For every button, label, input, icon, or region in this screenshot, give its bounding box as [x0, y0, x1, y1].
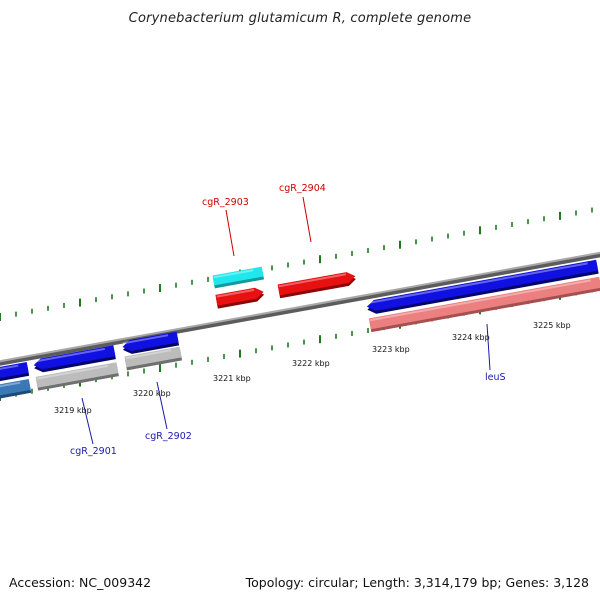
- gene-leuS-blue[interactable]: [366, 259, 599, 315]
- scale-labels: 3219 kbp 3220 kbp 3221 kbp 3222 kbp 3223…: [54, 321, 571, 415]
- scale-label-3220: 3220 kbp: [133, 389, 171, 398]
- scale-label-3219: 3219 kbp: [54, 406, 92, 415]
- gene-edge-steel[interactable]: [0, 379, 32, 400]
- gene-cgR_2901-blue[interactable]: [33, 345, 116, 373]
- gene-leuS[interactable]: [368, 276, 600, 333]
- gene-cgR_2902-blue[interactable]: [121, 331, 180, 356]
- gene-cgR_2902[interactable]: [124, 346, 183, 371]
- gene-edge-blue[interactable]: [0, 362, 30, 383]
- scale-label-3225: 3225 kbp: [533, 321, 571, 330]
- label-leaders: [81, 196, 491, 445]
- map-title: Corynebacterium glutamicum R, complete g…: [128, 11, 472, 26]
- accession-text: Accession: NC_009342: [9, 575, 152, 590]
- leader-cgR_2902: [156, 381, 168, 430]
- genome-summary-text: Topology: circular; Length: 3,314,179 bp…: [245, 575, 589, 590]
- gene-label-cgR_2904[interactable]: cgR_2904: [279, 183, 326, 194]
- leader-cgR_2903: [225, 209, 235, 257]
- leader-leuS: [486, 323, 491, 371]
- gene-label-leuS[interactable]: leuS: [485, 372, 506, 383]
- gene-label-cgR_2901[interactable]: cgR_2901: [70, 446, 117, 457]
- gene-cgR_2901[interactable]: [35, 362, 119, 391]
- gene-cgR_2904[interactable]: [277, 271, 357, 299]
- scale-label-3221: 3221 kbp: [213, 374, 251, 383]
- scale-label-3223: 3223 kbp: [372, 345, 410, 354]
- leader-cgR_2901: [81, 397, 94, 445]
- scale-label-3224: 3224 kbp: [452, 333, 490, 342]
- gene-cgR_2903-block[interactable]: [212, 266, 265, 289]
- scale-label-3222: 3222 kbp: [292, 359, 330, 368]
- gene-label-cgR_2903[interactable]: cgR_2903: [202, 197, 249, 208]
- gene-label-cgR_2902[interactable]: cgR_2902: [145, 431, 192, 442]
- leader-cgR_2904: [302, 196, 312, 243]
- gene-cgR_2903[interactable]: [215, 286, 265, 309]
- genome-backbone: [0, 251, 600, 366]
